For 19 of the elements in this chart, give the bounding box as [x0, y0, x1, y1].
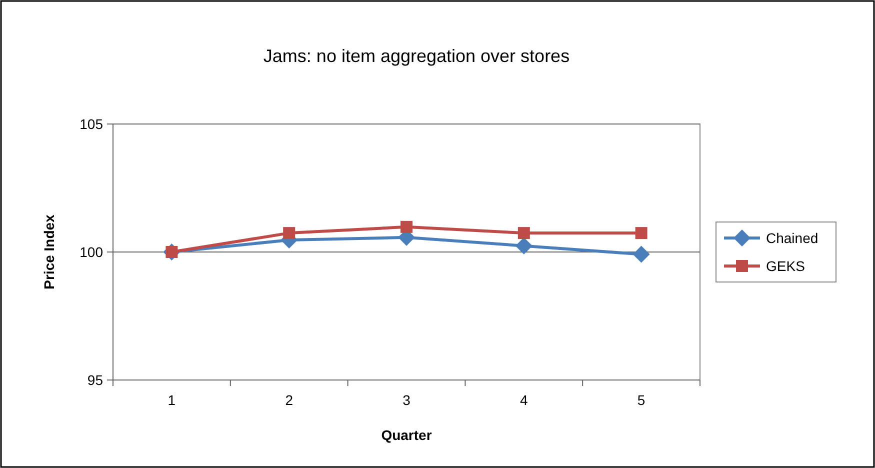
y-axis-title: Price Index [41, 214, 57, 290]
y-tick-label: 95 [87, 372, 104, 388]
y-tick-label: 100 [80, 244, 104, 260]
point [283, 227, 296, 240]
chart-title: Jams: no item aggregation over stores [263, 46, 570, 66]
x-tick-label: 3 [402, 392, 411, 408]
x-tick-label: 2 [285, 392, 294, 408]
point [632, 246, 650, 263]
x-tick-label: 1 [168, 392, 176, 408]
x-axis-title: Quarter [381, 427, 432, 443]
legend-label: GEKS [766, 258, 805, 274]
point [518, 227, 530, 240]
x-tick-label: 5 [637, 392, 646, 408]
point [400, 220, 412, 233]
x-tick-label: 4 [520, 392, 528, 408]
legend-label: Chained [766, 230, 818, 246]
y-tick-label: 105 [80, 116, 104, 132]
point [635, 227, 648, 240]
point [515, 237, 532, 254]
